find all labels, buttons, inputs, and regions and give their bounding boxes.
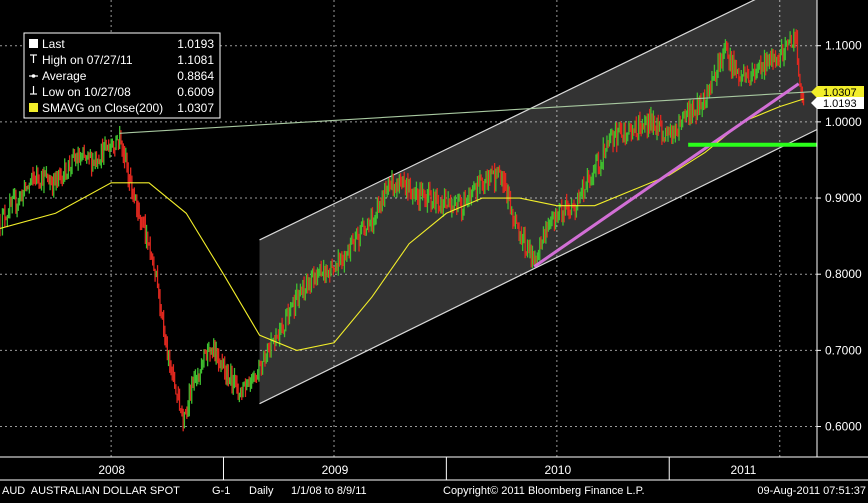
smavg-value-tag-text: 1.0307 [823,87,857,99]
price-bars [0,28,805,432]
legend-label-high: High on 07/27/11 [42,53,133,67]
legend-value-high: 1.1081 [177,53,214,67]
x-tick-label: 2008 [98,463,125,477]
last-value-tag: 1.0193 [811,97,864,110]
footer-copyright: Copyright© 2011 Bloomberg Finance L.P. [443,485,645,497]
legend-box [23,32,221,119]
y-tick-label: 0.7000 [825,343,862,357]
low-marker-icon [30,86,37,95]
axes: 0.6000 0.7000 0.8000 0.9000 1.0000 1.1000 2008… [0,0,868,481]
smavg-value-tag: 1.0307 [811,86,864,99]
channel-upper-line [259,0,756,241]
y-tick-label: 1.0000 [825,115,862,129]
legend-swatch-last [29,39,38,48]
overlays [0,82,818,351]
legend: Last 1.0193 High on 07/27/11 1.1081 Aver… [23,32,221,119]
average-marker-icon [29,74,38,78]
y-tick-label: 0.6000 [825,420,862,434]
footer-range: 1/1/08 to 8/9/11 [291,485,367,497]
footer-g-code: G-1 [212,485,230,497]
x-tick-label: 2011 [731,463,757,477]
legend-label-smavg: SMAVG on Close(200) [42,101,163,115]
legend-label-average: Average [42,69,87,83]
last-value-tag-text: 1.0193 [823,98,857,110]
smavg-line [0,98,804,351]
resistance-trendline [119,90,818,134]
support-trendline [533,82,800,268]
footer-timestamp: 09-Aug-2011 07:51:37 [757,485,866,497]
channel-lower-line [259,128,818,405]
high-marker-icon [30,54,37,63]
legend-label-last: Last [42,37,65,51]
y-tick-label: 0.8000 [825,267,862,281]
footer-instrument: AUD AUSTRALIAN DOLLAR SPOT [2,485,180,497]
legend-value-smavg: 1.0307 [177,101,214,115]
legend-value-average: 0.8864 [177,69,214,83]
x-tick-label: 2009 [322,463,349,477]
x-tick-label: 2010 [544,463,571,477]
footer-period: Daily [249,485,274,497]
footer-bar: AUD AUSTRALIAN DOLLAR SPOT G-1 Daily 1/1… [2,485,866,497]
legend-value-last: 1.0193 [177,37,214,51]
y-tick-label: 0.9000 [825,191,862,205]
legend-label-low: Low on 10/27/08 [42,85,131,99]
legend-value-low: 0.6009 [177,85,214,99]
legend-swatch-smavg [29,103,38,112]
y-tick-label: 1.1000 [825,39,862,53]
